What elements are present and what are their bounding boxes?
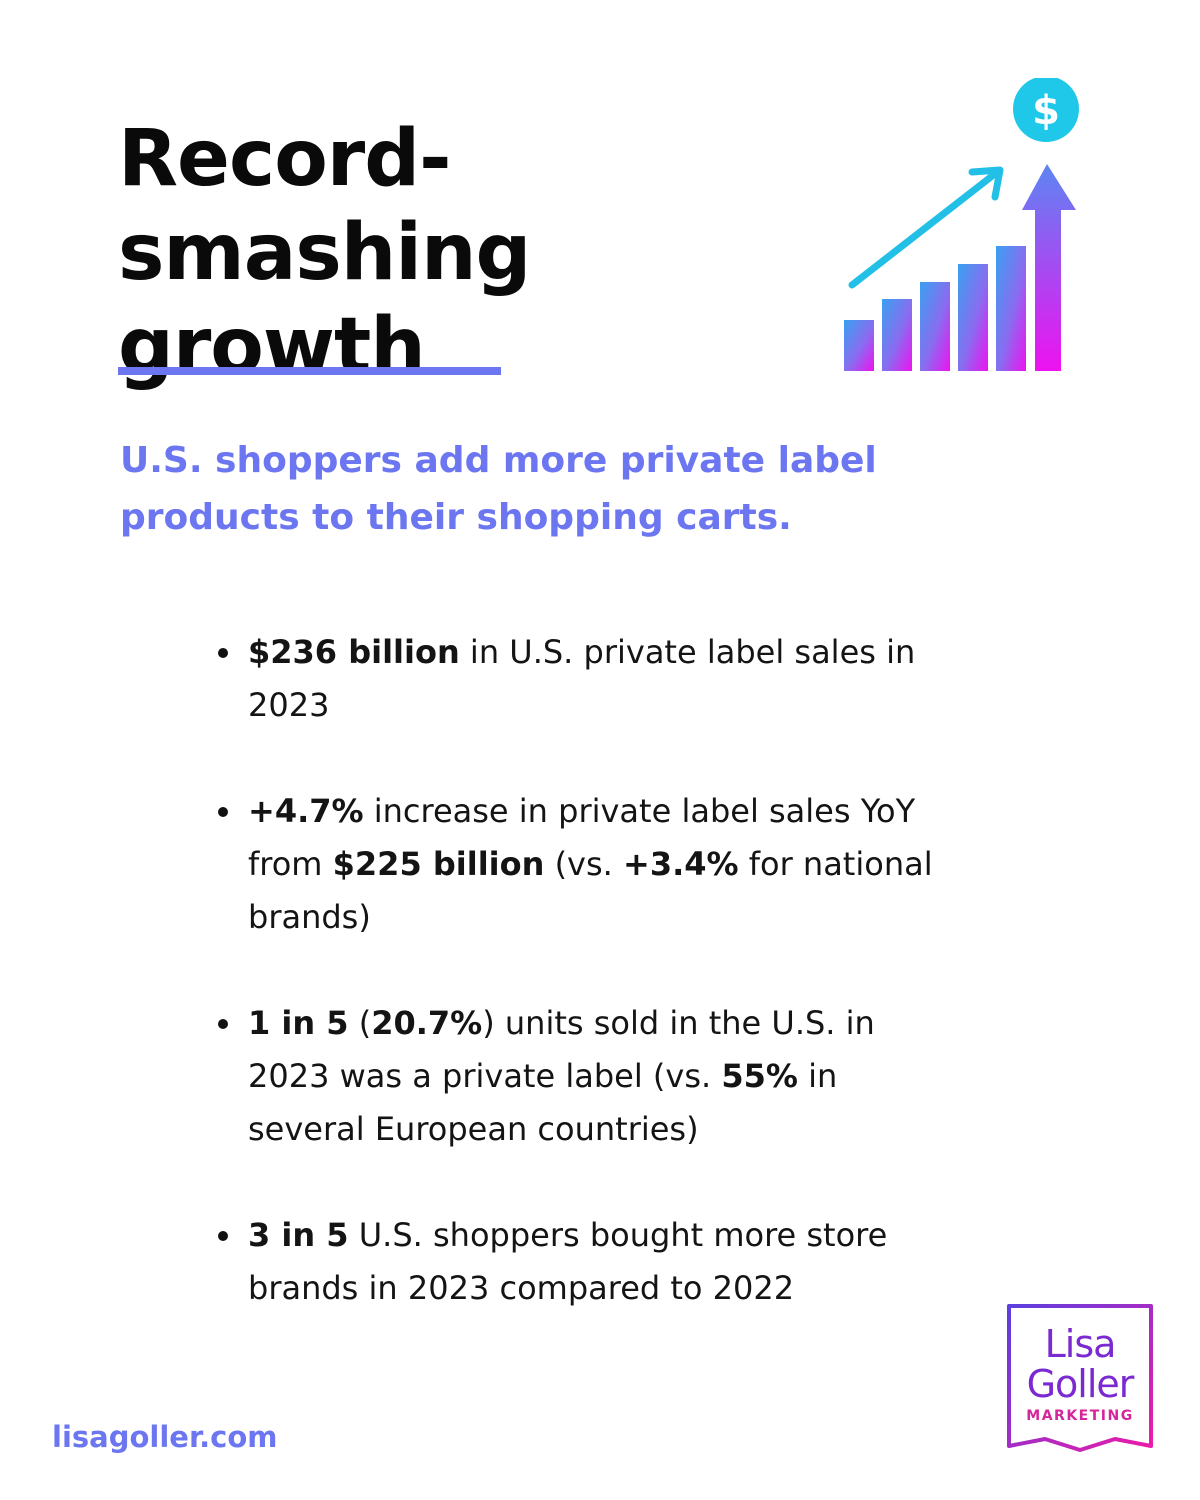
website-link[interactable]: lisagoller.com	[52, 1420, 278, 1454]
fact-highlight: +4.7%	[248, 792, 364, 830]
fact-highlight: 20.7%	[371, 1004, 483, 1042]
growth-chart-icon: $	[844, 78, 1079, 371]
fact-highlight: $236 billion	[248, 633, 460, 671]
logo-frame-icon	[1007, 1304, 1153, 1452]
up-arrow-bar	[1022, 164, 1076, 371]
page-subtitle: U.S. shoppers add more private label pro…	[120, 432, 1020, 546]
bullet-icon	[218, 1019, 228, 1029]
fact-sales-total: $236 billion in U.S. private label sales…	[214, 626, 1014, 732]
fact-text: (	[348, 1004, 372, 1042]
fact-shopper-behavior: 3 in 5 U.S. shoppers bought more store b…	[214, 1209, 1014, 1315]
dollar-coin-icon: $	[1013, 78, 1079, 142]
fact-text: brands)	[248, 898, 371, 936]
fact-unit-share: 1 in 5 (20.7%) units sold in the U.S. in…	[214, 997, 1014, 1156]
fact-text: in U.S. private label sales in	[459, 633, 916, 671]
chart-bar-1	[844, 320, 874, 371]
fact-text: ) units sold in the U.S. in	[482, 1004, 875, 1042]
fact-text: from	[248, 845, 333, 883]
fact-text: 2023 was a private label (vs.	[248, 1057, 722, 1095]
fact-text: in	[797, 1057, 838, 1095]
fact-text: U.S. shoppers bought more store	[348, 1216, 888, 1254]
subtitle-line-1: U.S. shoppers add more private label	[120, 440, 877, 481]
svg-text:$: $	[1032, 88, 1060, 134]
title-line-1: Record-smashing	[118, 114, 531, 298]
fact-text: brands in 2023 compared to 2022	[248, 1269, 795, 1307]
fact-highlight: +3.4%	[623, 845, 739, 883]
fact-text: (vs.	[544, 845, 623, 883]
chart-bar-3	[920, 282, 950, 371]
bullet-icon	[218, 648, 228, 658]
fact-text: increase in private label sales YoY	[363, 792, 916, 830]
bullet-icon	[218, 1231, 228, 1241]
fact-highlight: 55%	[721, 1057, 798, 1095]
logo-line-2: Goller	[1026, 1362, 1135, 1406]
fact-highlight: 1 in 5	[248, 1004, 349, 1042]
chart-bar-2	[882, 299, 912, 371]
chart-bar-4	[958, 264, 988, 371]
page-title: Record-smashing growth	[118, 112, 838, 394]
subtitle-line-2: products to their shopping carts.	[120, 497, 792, 538]
fact-sales-growth: +4.7% increase in private label sales Yo…	[214, 785, 1014, 944]
title-underline	[118, 367, 501, 375]
trend-arrow-icon	[848, 169, 1000, 289]
fact-highlight: 3 in 5	[248, 1216, 349, 1254]
fact-text: for national	[738, 845, 933, 883]
chart-bar-5	[996, 246, 1026, 371]
title-line-2: growth	[118, 302, 426, 392]
logo-line-3: MARKETING	[1026, 1408, 1134, 1424]
fact-text: several European countries)	[248, 1110, 699, 1148]
logo-line-1: Lisa	[1044, 1322, 1117, 1366]
bullet-icon	[218, 807, 228, 817]
facts-list: $236 billion in U.S. private label sales…	[214, 626, 1014, 1315]
brand-logo: Lisa Goller MARKETING	[1000, 1300, 1160, 1460]
fact-highlight: $225 billion	[332, 845, 545, 883]
fact-text: 2023	[248, 686, 330, 724]
